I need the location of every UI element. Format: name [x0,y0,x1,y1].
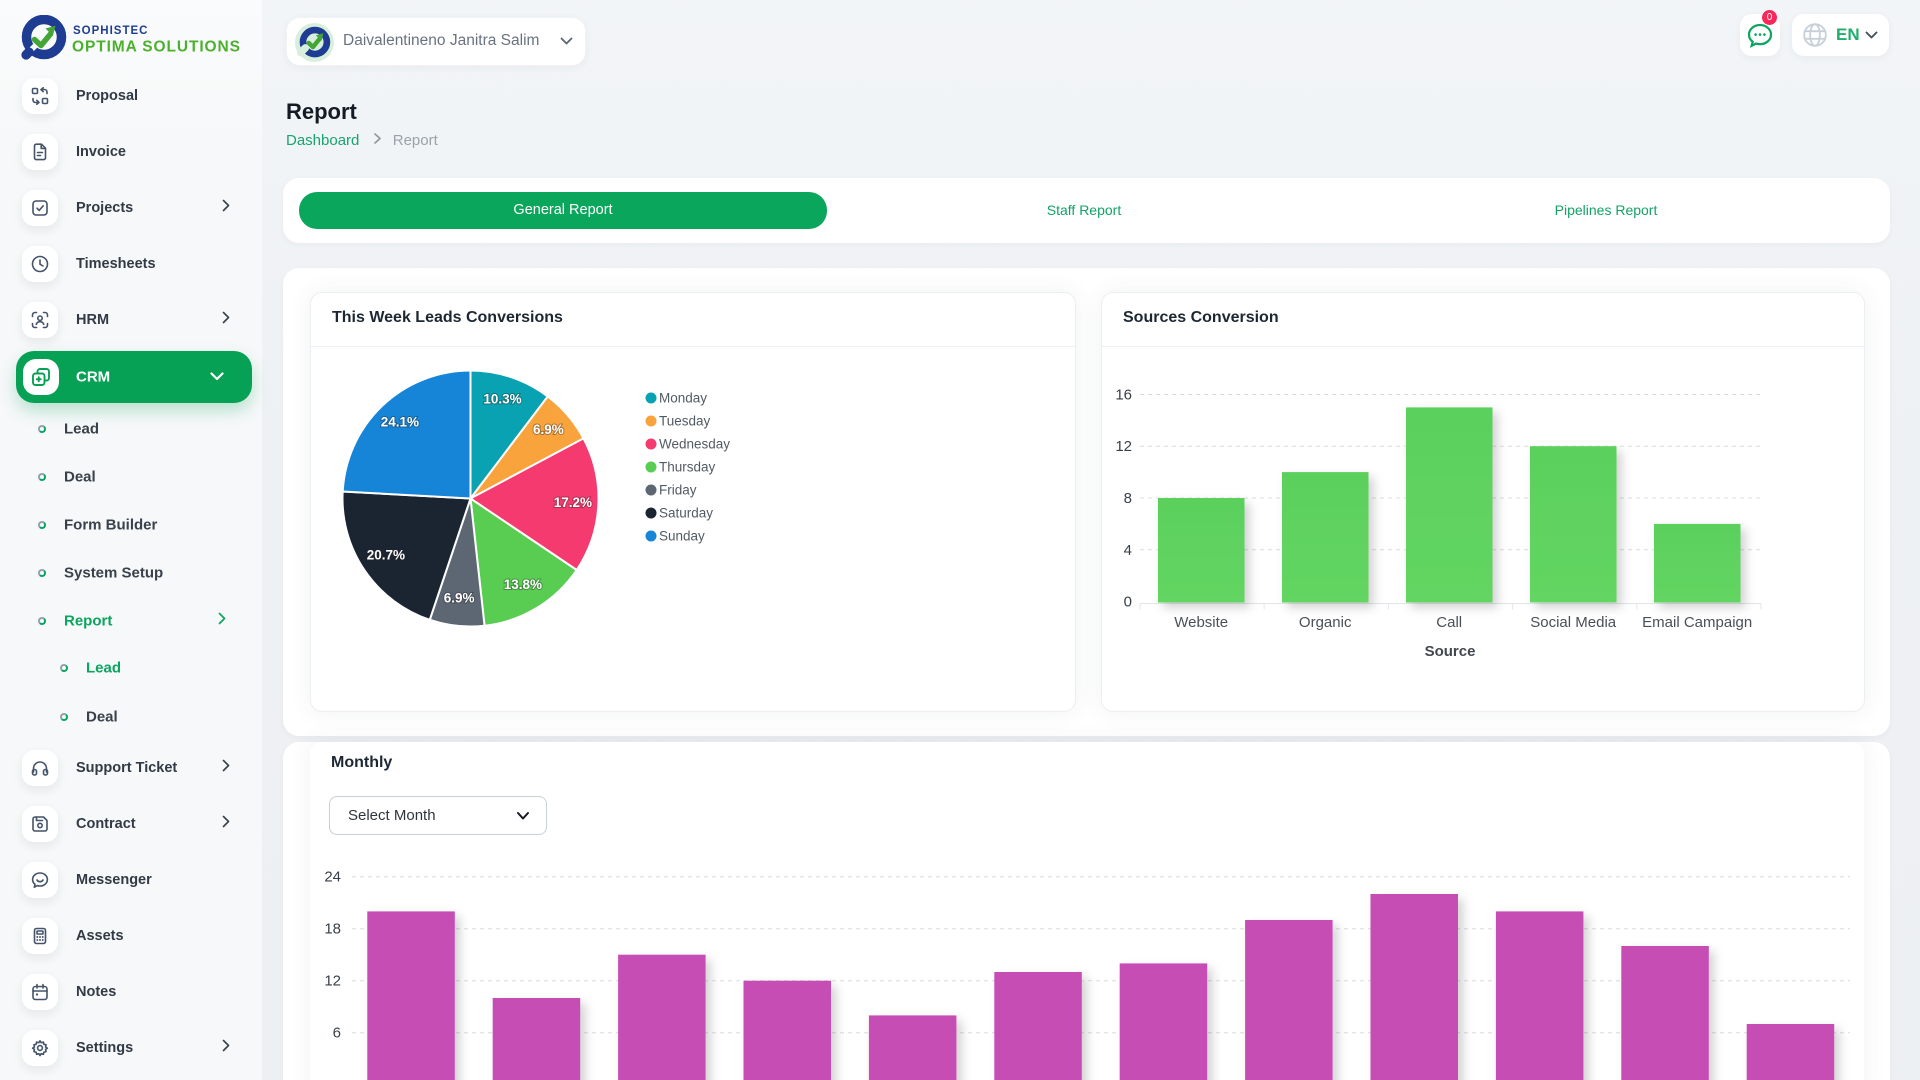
svg-text:Social Media: Social Media [1530,614,1617,631]
svg-text:24.1%: 24.1% [381,414,419,429]
svg-text:OPTIMA SOLUTIONS: OPTIMA SOLUTIONS [72,39,241,56]
svg-text:0: 0 [1124,594,1132,611]
svg-text:12: 12 [1115,438,1132,455]
svg-text:6.9%: 6.9% [533,422,564,437]
svg-text:Monday: Monday [659,391,707,406]
svg-text:13.8%: 13.8% [504,577,542,592]
svg-text:18: 18 [324,921,341,938]
svg-text:Website: Website [1174,614,1228,631]
svg-text:Call: Call [1436,614,1462,631]
svg-text:12: 12 [324,973,341,990]
svg-text:Saturday: Saturday [659,506,713,521]
svg-text:6: 6 [333,1025,341,1042]
svg-text:8: 8 [1124,490,1132,507]
svg-text:Friday: Friday [659,483,697,498]
svg-text:4: 4 [1124,542,1132,559]
svg-text:Source: Source [1425,643,1476,660]
svg-text:Organic: Organic [1299,614,1352,631]
svg-text:24: 24 [324,869,341,886]
svg-text:17.2%: 17.2% [554,495,592,510]
svg-text:Sunday: Sunday [659,529,705,544]
svg-text:16: 16 [1115,387,1132,404]
svg-text:SOPHISTEC: SOPHISTEC [73,25,148,37]
svg-text:Thursday: Thursday [659,460,716,475]
svg-text:10.3%: 10.3% [483,392,521,407]
svg-text:20.7%: 20.7% [367,547,405,562]
svg-text:Wednesday: Wednesday [659,437,730,452]
svg-text:Email Campaign: Email Campaign [1642,614,1752,631]
svg-text:6.9%: 6.9% [444,591,475,606]
svg-text:Tuesday: Tuesday [659,414,711,429]
